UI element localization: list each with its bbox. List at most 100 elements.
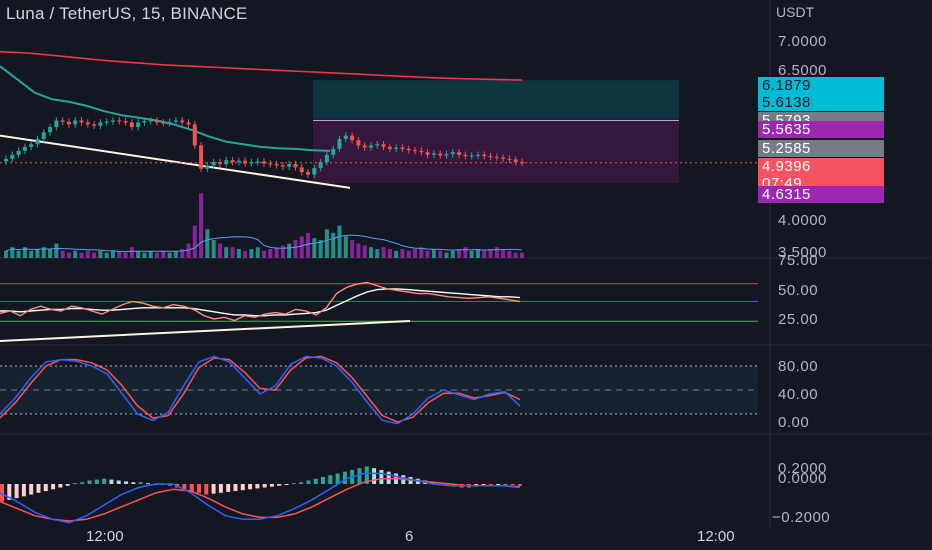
macd-histogram-bar	[138, 482, 143, 484]
volume-bar	[406, 250, 411, 258]
volume-bar	[469, 250, 474, 258]
volume-bar	[224, 247, 229, 258]
macd-histogram-bar	[226, 484, 231, 492]
candle-body	[268, 163, 273, 165]
rsi-line	[0, 281, 521, 322]
volume-bar	[438, 250, 443, 258]
candle-body	[413, 150, 418, 152]
candle-body	[419, 150, 424, 153]
macd-histogram-bar	[277, 484, 282, 486]
volume-bar	[66, 252, 71, 258]
candle-body	[475, 154, 480, 156]
macd-histogram-bar	[94, 479, 99, 484]
volume-bar	[142, 252, 147, 258]
candle-body	[331, 148, 336, 155]
volume-bar	[104, 252, 109, 258]
candle-body	[482, 154, 487, 157]
volume-bar	[494, 247, 499, 258]
candle-body	[262, 161, 266, 164]
volume-bar	[73, 250, 78, 258]
price-tag: 5.5635	[758, 121, 884, 138]
candle-body	[406, 148, 411, 151]
macd-signal-line	[0, 477, 521, 522]
volume-bar	[413, 249, 418, 258]
volume-bar	[350, 240, 355, 258]
volume-bar	[381, 247, 386, 258]
currency-unit-label: USDT	[776, 4, 815, 20]
volume-bar	[419, 247, 424, 258]
candle-body	[4, 158, 8, 162]
macd-histogram-bar	[255, 484, 260, 489]
macd-histogram-bar	[306, 480, 311, 484]
macd-histogram-bar	[269, 484, 274, 487]
price-tag: 4.6315	[758, 186, 884, 203]
candle-body	[343, 135, 348, 139]
macd-histogram-bar	[364, 466, 369, 484]
macd-histogram-bar	[145, 483, 150, 485]
price-tag-value: 4.9396	[762, 158, 811, 175]
trend-line	[0, 134, 351, 189]
price-tag-value: 4.6315	[762, 186, 811, 203]
price-tag-value: 5.2585	[762, 140, 811, 157]
volume-bar	[331, 232, 336, 258]
candle-body	[513, 159, 518, 163]
volume-bar	[507, 250, 512, 258]
volume-bar	[136, 250, 141, 258]
range-box-bottom	[313, 118, 679, 184]
volume-bar	[444, 252, 449, 258]
macd-histogram-bar	[0, 484, 4, 502]
time-axis-label: 12:00	[697, 528, 735, 545]
candle-body	[192, 124, 197, 146]
macd-histogram-bar	[299, 482, 304, 484]
volume-bar	[362, 245, 367, 258]
macd-histogram-bar	[14, 484, 19, 499]
candle-body	[117, 120, 122, 122]
volume-bar	[85, 250, 90, 258]
macd-axis-label: 0.0000	[778, 470, 827, 487]
candle-body	[387, 146, 392, 149]
time-axis-label: 6	[405, 528, 414, 545]
volume-bar	[123, 252, 128, 258]
price-tag: 5.6138	[758, 94, 884, 111]
candle-body	[287, 164, 292, 167]
candle-body	[312, 168, 317, 175]
ema-teal-line	[0, 65, 331, 152]
candle-body	[60, 120, 65, 122]
macd-histogram-bar	[204, 484, 209, 495]
volume-bar	[148, 250, 153, 258]
macd-histogram-bar	[335, 473, 340, 484]
candle-body	[356, 140, 361, 146]
volume-bar	[482, 250, 487, 258]
price-axis-label: 6.5000	[778, 62, 827, 79]
candle-body	[381, 144, 386, 147]
macd-histogram-bar	[342, 471, 347, 484]
volume-bar	[129, 247, 134, 258]
volume-bar	[318, 240, 323, 258]
candle-body	[205, 165, 210, 169]
candle-body	[501, 157, 506, 159]
rsi-axis-label: 50.00	[778, 282, 819, 299]
chart-title: Luna / TetherUS, 15, BINANCE	[6, 4, 248, 23]
volume-bar	[161, 250, 166, 258]
macd-histogram-bar	[124, 481, 129, 484]
volume-bar	[22, 247, 27, 258]
stoch-axis-label: 40.00	[778, 386, 819, 403]
volume-bar	[255, 247, 260, 258]
macd-histogram-bar	[291, 483, 296, 485]
candle-body	[73, 120, 78, 125]
candle-body	[66, 121, 71, 125]
volume-bar	[79, 252, 84, 258]
volume-bar	[343, 236, 348, 258]
candle-body	[136, 122, 141, 128]
candle-body	[469, 155, 474, 157]
macd-histogram-bar	[196, 484, 201, 493]
candle-body	[362, 145, 367, 148]
macd-histogram-bar	[262, 484, 267, 488]
volume-bar	[110, 250, 115, 258]
candle-body	[142, 121, 147, 123]
macd-histogram-bar	[379, 469, 384, 484]
volume-bar	[211, 240, 216, 258]
candle-body	[155, 120, 160, 123]
volume-bar	[337, 225, 342, 258]
